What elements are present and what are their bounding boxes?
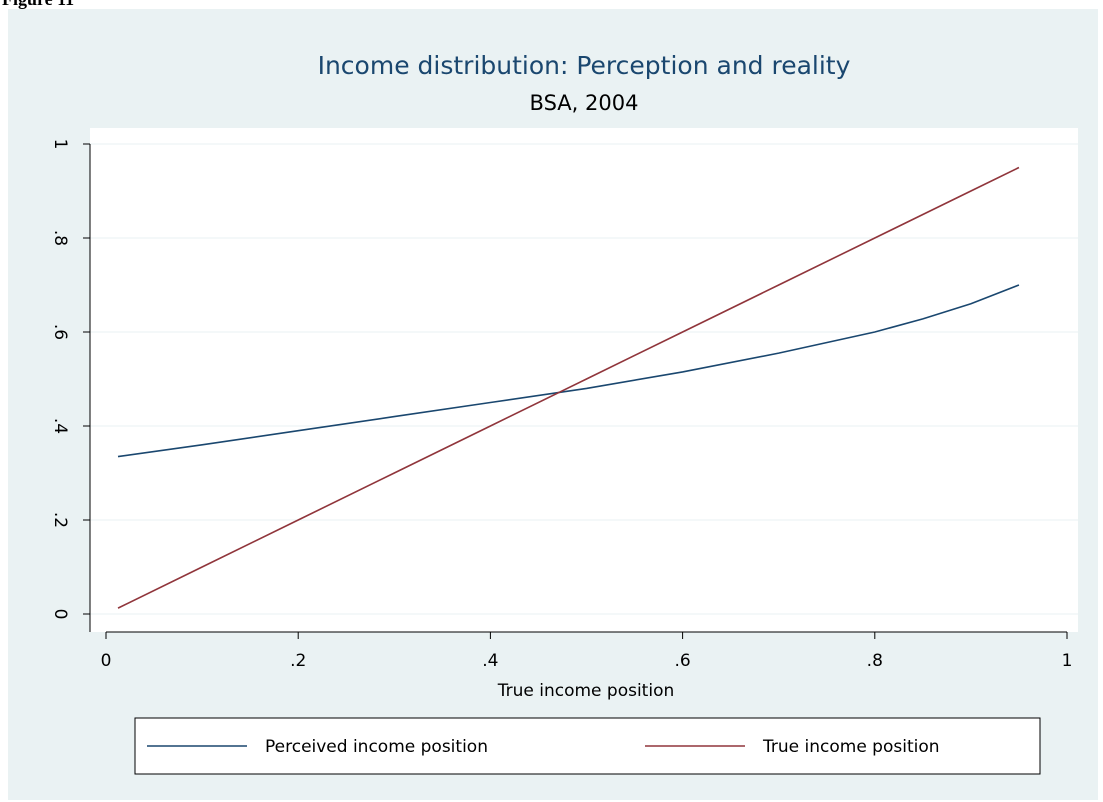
chart-title: Income distribution: Perception and real… — [318, 51, 851, 80]
x-tick-label: .2 — [290, 651, 306, 671]
x-tick-label: 1 — [1062, 651, 1073, 671]
figure-label: Figure 11 — [2, 0, 74, 9]
y-tick-label: .4 — [50, 418, 70, 434]
x-tick-label: .6 — [674, 651, 690, 671]
legend-label: Perceived income position — [265, 737, 488, 757]
x-tick-label: .4 — [482, 651, 498, 671]
y-tick-label: 0 — [50, 609, 70, 620]
chart-subtitle: BSA, 2004 — [530, 91, 639, 115]
y-tick-label: .6 — [50, 324, 70, 340]
y-tick-label: .2 — [50, 512, 70, 528]
y-tick-label: 1 — [50, 139, 70, 150]
legend-label: True income position — [762, 737, 940, 757]
x-tick-label: 0 — [101, 651, 112, 671]
y-tick-label: .8 — [50, 230, 70, 246]
x-axis-label: True income position — [497, 681, 675, 701]
series-line — [117, 166, 1020, 609]
legend — [134, 717, 1041, 775]
series-line — [117, 284, 1020, 458]
x-tick-label: .8 — [867, 651, 883, 671]
